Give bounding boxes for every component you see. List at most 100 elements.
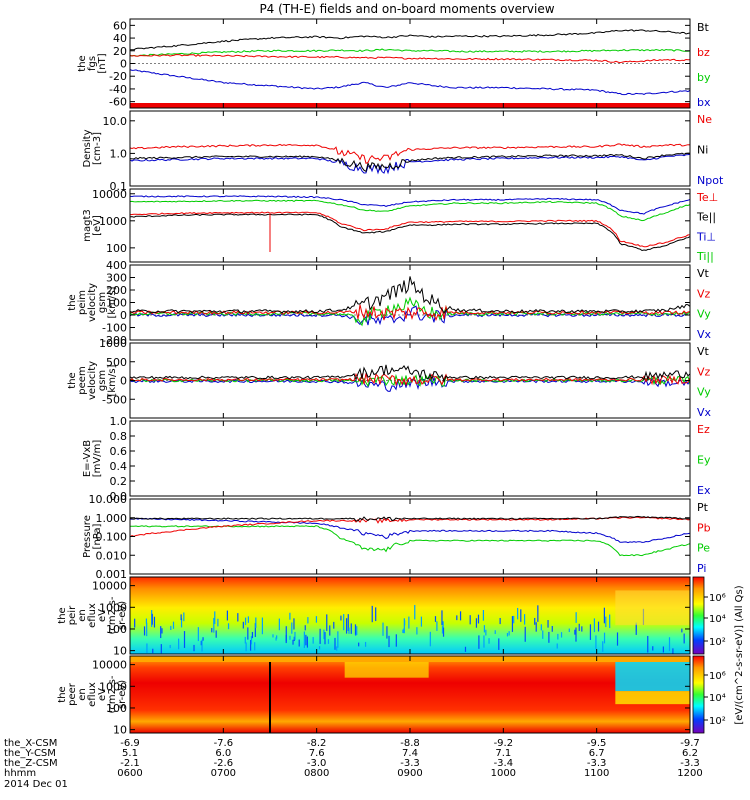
peir-streak <box>475 618 478 628</box>
peir-streak <box>535 622 537 632</box>
ytick-label: 200 <box>106 284 127 297</box>
ylabel-line: [cm-3] <box>92 132 103 165</box>
peir-streak <box>146 622 148 637</box>
ylabel-line: eflux <box>87 682 98 707</box>
peir-streak <box>540 624 542 631</box>
peir-streak <box>145 618 148 624</box>
ytick-label: 0.4 <box>110 460 128 473</box>
peir-streak <box>153 616 156 628</box>
xaxis-value-t: 1000 <box>491 768 516 779</box>
peir-streak <box>478 635 480 649</box>
ytick-label: -500 <box>102 393 127 406</box>
peir-streak <box>647 635 649 653</box>
peir-streak <box>161 628 163 634</box>
peir-spectrogram <box>130 577 690 654</box>
peir-streak <box>211 628 213 633</box>
peir-streak <box>272 634 274 638</box>
peir-streak <box>312 637 314 644</box>
peir-streak <box>323 629 325 640</box>
peir-streak <box>429 631 431 647</box>
xaxis-value-y: 7.4 <box>402 748 418 759</box>
peir-streak <box>524 626 526 642</box>
xaxis-value-z: -3.3 <box>680 758 700 769</box>
colorbar-tick-label: 10² <box>709 637 726 648</box>
legend-fgs-bz: bz <box>697 46 710 59</box>
xaxis-value-z: -3.3 <box>587 758 607 769</box>
peir-streak <box>442 621 444 631</box>
xaxis-value-x: -9.2 <box>494 738 514 749</box>
peir-streak <box>456 615 458 621</box>
ytick-label: 10000 <box>92 659 127 672</box>
peir-streak <box>498 638 500 650</box>
ytick-label: -20 <box>109 70 127 83</box>
ytick-label: 0.0 <box>110 490 128 503</box>
peir-streak <box>180 618 183 628</box>
ylabel-ve: thepeemvelocitygsm[km/s] <box>67 361 118 400</box>
legend-fgs-Bt: Bt <box>697 21 710 34</box>
peir-streak <box>605 616 607 628</box>
ylabel-line: gsm <box>97 370 108 391</box>
peir-streak <box>356 626 358 636</box>
ylabel-line: sr-eV) <box>117 680 128 709</box>
peir-streak <box>534 617 536 625</box>
peir-streak <box>345 618 348 634</box>
peir-streak <box>597 621 600 632</box>
peir-streak <box>672 648 674 654</box>
ylabel-line: the <box>67 372 78 388</box>
xaxis-value-y: 6.7 <box>589 748 605 759</box>
ytick-label: -60 <box>109 96 127 109</box>
ylabel-line: sr-eV) <box>117 601 128 630</box>
series-vi-Vt <box>129 276 691 314</box>
peir-streak <box>574 629 576 635</box>
peir-streak <box>459 611 462 621</box>
series-ve-Vx <box>129 375 691 392</box>
legend-pressure-Pe: Pe <box>697 542 710 555</box>
peir-streak <box>261 617 264 635</box>
peir-streak <box>404 620 406 626</box>
panel-peir: 10000 1000 100 10 thepeirenefluxeV(cm2-s-sr-… <box>57 576 691 658</box>
peir-streak <box>306 636 309 648</box>
peir-streak <box>420 616 423 627</box>
peir-streak <box>336 646 338 651</box>
peir-streak <box>170 625 172 631</box>
xaxis-row-label: 2014 Dec 01 <box>4 779 68 790</box>
ylabel-line: Density <box>82 129 93 167</box>
peir-streak <box>547 620 549 628</box>
peir-streak <box>603 632 606 644</box>
peir-streak <box>488 638 490 644</box>
xaxis-value-y: 6.2 <box>682 748 698 759</box>
peir-streak <box>304 625 306 631</box>
legend-efield-Ex: Ex <box>697 484 711 497</box>
ylabel-line: eV <box>97 609 108 622</box>
xaxis-row-label: the_X-CSM <box>4 738 57 749</box>
peir-streak <box>403 618 405 634</box>
peir-streak <box>616 632 619 646</box>
peir-streak <box>494 630 496 634</box>
ylabel-line: [eV] <box>92 215 103 236</box>
peir-streak <box>483 625 486 633</box>
xaxis-value-z: -3.4 <box>494 758 514 769</box>
legend-ve-Vz: Vz <box>697 365 711 378</box>
legend-temp-Te⊥: Te⊥ <box>696 191 718 204</box>
peir-streak <box>278 618 280 631</box>
peir-streak <box>523 614 526 625</box>
peir-streak <box>249 640 252 651</box>
peir-streak <box>201 639 203 652</box>
ytick-label: 10000 <box>92 188 127 201</box>
peir-streak <box>242 621 244 629</box>
peir-streak <box>557 633 559 640</box>
colorbar-tick-label: 10² <box>709 716 726 727</box>
peir-streak <box>609 614 611 629</box>
peir-streak <box>151 610 153 627</box>
xaxis-value-t: 1100 <box>584 768 609 779</box>
legend-vi-Vz: Vz <box>697 287 711 300</box>
legend-fgs-by: by <box>697 71 711 84</box>
ytick-label: 0.2 <box>110 475 128 488</box>
peir-streak <box>215 630 217 638</box>
ylabel-line: fgs <box>87 56 98 71</box>
xaxis-value-y: 5.1 <box>122 748 138 759</box>
peir-streak <box>595 635 597 650</box>
peir-streak <box>662 646 664 653</box>
panel-pressure: 10.0001.0000.1000.0100.001Pressure[nPa]P… <box>82 493 711 581</box>
